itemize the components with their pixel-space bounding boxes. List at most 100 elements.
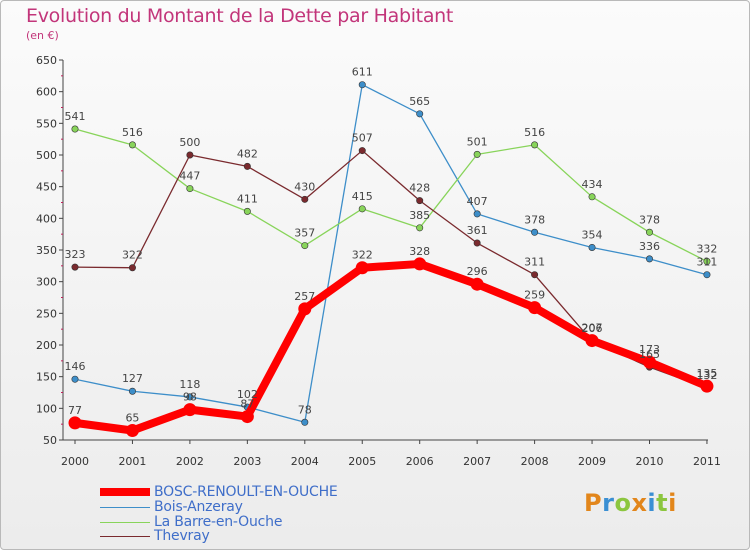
legend-label: Thevray (154, 528, 210, 544)
data-label: 336 (639, 240, 660, 253)
series-layer (68, 81, 714, 437)
x-tick-label: 2007 (463, 455, 491, 468)
logo-letter: t (656, 489, 669, 517)
logo-letter: x (631, 489, 648, 517)
legend-swatch (100, 507, 150, 508)
series-point (528, 301, 542, 315)
series-point (71, 263, 79, 271)
legend-item: Bois-Anzeray (100, 500, 420, 514)
y-tick-label: 450 (36, 181, 57, 194)
legend-item: La Barre-en-Ouche (100, 515, 420, 529)
y-tick-label: 350 (36, 244, 57, 257)
data-label: 259 (524, 289, 545, 302)
data-label: 447 (179, 170, 200, 183)
x-tick-label: 2004 (291, 455, 319, 468)
x-tick-label: 2011 (693, 455, 721, 468)
series-point (703, 257, 711, 265)
y-tick-label: 400 (36, 212, 57, 225)
series-point (240, 410, 254, 424)
series-point (301, 418, 309, 426)
series-point (183, 403, 197, 417)
data-label: 65 (125, 412, 139, 425)
data-label: 565 (409, 95, 430, 108)
series-point (243, 162, 251, 170)
data-label: 322 (122, 249, 143, 262)
series-point (186, 151, 194, 159)
data-label: 430 (294, 180, 315, 193)
logo-letter: r (602, 489, 615, 517)
data-label: 127 (122, 372, 143, 385)
series-point (128, 387, 136, 395)
series-point (355, 261, 369, 275)
series-point (645, 255, 653, 263)
legend-item: BOSC-RENOULT-EN-OUCHE (100, 485, 420, 499)
data-label: 87 (240, 398, 254, 411)
y-tick-label: 100 (36, 402, 57, 415)
series-point (416, 197, 424, 205)
series-point (243, 207, 251, 215)
series-point (643, 355, 656, 369)
data-label: 135 (696, 367, 717, 380)
data-label: 323 (65, 248, 86, 261)
data-label: 516 (122, 126, 143, 139)
data-label: 322 (352, 249, 373, 262)
legend-label: La Barre-en-Ouche (154, 514, 283, 530)
data-label: 257 (294, 290, 315, 303)
chart-title: Evolution du Montant de la Dette par Hab… (26, 5, 454, 27)
data-label: 332 (696, 242, 717, 255)
series-point (128, 141, 136, 149)
series-point (413, 257, 427, 271)
logo-letter: P (584, 489, 603, 517)
data-label: 482 (237, 147, 258, 160)
series-point (531, 271, 539, 279)
x-tick-label: 2003 (233, 455, 261, 468)
legend-label: BOSC-RENOULT-EN-OUCHE (154, 484, 338, 500)
series-point (588, 193, 596, 201)
axes: 50 100 150 200 250 300 350 400 450 500 550 600 650 20… (36, 54, 721, 468)
series-bois-anzeray (71, 81, 711, 426)
y-tick-label: 250 (36, 307, 57, 320)
data-label: 357 (294, 227, 315, 240)
x-tick-label: 2000 (61, 455, 89, 468)
y-tick-label: 150 (36, 371, 57, 384)
legend-label: Bois-Anzeray (154, 499, 243, 515)
data-label: 434 (582, 178, 603, 191)
series-bosc-renoult-en-ouche (68, 257, 714, 437)
series-point (645, 228, 653, 236)
data-label: 507 (352, 132, 373, 145)
x-tick-label: 2008 (521, 455, 549, 468)
data-label: 411 (237, 192, 258, 205)
series-point (125, 424, 139, 437)
series-point (71, 375, 79, 383)
legend-item: Thevray (100, 529, 420, 543)
data-label: 78 (298, 403, 312, 416)
series-point (128, 264, 136, 272)
x-tick-label: 2001 (118, 455, 146, 468)
logo-letter: o (614, 489, 632, 517)
series-point (186, 393, 194, 401)
proxiti-logo: Proxiti (584, 489, 677, 517)
data-label: 516 (524, 126, 545, 139)
y-tick-label: 50 (43, 434, 57, 447)
series-point (703, 271, 711, 279)
series-la-barre-en-ouche (71, 125, 711, 265)
data-label: 206 (582, 322, 603, 335)
data-label: 98 (183, 391, 197, 404)
data-label: 173 (639, 343, 660, 356)
data-label: 102 (237, 388, 258, 401)
series-point (301, 242, 309, 250)
series-line (74, 84, 708, 423)
series-point (473, 239, 481, 247)
series-point (585, 334, 599, 348)
data-label: 328 (409, 245, 430, 258)
series-point (470, 277, 484, 291)
data-label: 500 (179, 136, 200, 149)
data-label: 501 (467, 135, 488, 148)
logo-letter: i (668, 489, 677, 517)
y-tick-label: 650 (36, 54, 57, 67)
series-point (68, 416, 82, 430)
x-tick-label: 2005 (348, 455, 376, 468)
series-point (416, 224, 424, 232)
x-tick-label: 2006 (406, 455, 434, 468)
